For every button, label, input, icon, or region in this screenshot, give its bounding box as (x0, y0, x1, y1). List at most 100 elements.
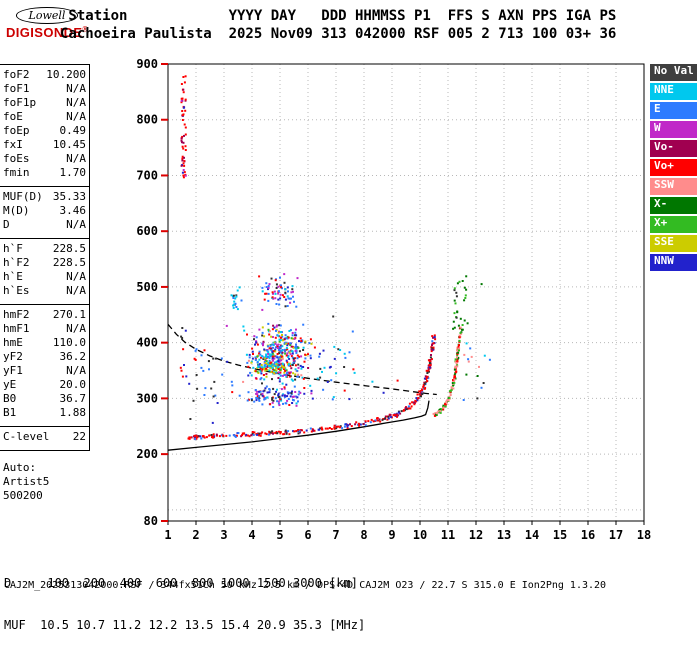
echo-label-legend: No Val NNE E W Vo- Vo+ SSW X- X+ SSE NNW (650, 64, 697, 273)
legend-item-nne: NNE (650, 83, 697, 100)
x-axis: 1 2 3 4 5 6 7 8 9 10 11 12 13 14 15 16 17 18 (164, 521, 651, 542)
param-row: h`F2 228.5 (0, 256, 89, 270)
parameter-panel: foF2 10.200 foF1 N/A foF1p N/A foE N/A foEp 0.49 f… (0, 64, 90, 503)
param-label: yF1 (3, 364, 23, 377)
param-value: N/A (66, 364, 86, 377)
param-value: 0.49 (59, 124, 87, 137)
param-row: M(D) 3.46 (0, 204, 89, 218)
legend-item-x-: X- (650, 197, 697, 214)
grid (168, 64, 644, 521)
param-value: 3.46 (59, 204, 87, 217)
param-row: h`Es N/A (0, 284, 89, 298)
param-label: B1 (3, 406, 17, 419)
file-status-line: CAJ2M_2025313042000.RSF / 344fx51Ch 50 k… (4, 580, 607, 591)
lowell-digisonde-logo: Lowell DIGISONDE® (4, 4, 90, 40)
param-value: N/A (66, 152, 86, 165)
x-tick-label: 9 (388, 528, 395, 542)
param-label: yF2 (3, 350, 23, 363)
legend-item-x+: X+ (650, 216, 697, 233)
param-label: MUF(D) (3, 190, 43, 203)
param-value: 20.0 (59, 378, 87, 391)
param-label: M(D) (3, 204, 30, 217)
param-label: foEp (3, 124, 30, 137)
param-label: hmF1 (3, 322, 30, 335)
param-label: D (3, 218, 10, 231)
x-tick-label: 11 (441, 528, 455, 542)
annotation-line: 500200 (3, 489, 43, 502)
parameter-group: foF2 10.200 foF1 N/A foF1p N/A foE N/A foEp 0.49 f… (0, 65, 89, 187)
param-value: 110.0 (52, 336, 86, 349)
x-tick-label: 15 (553, 528, 567, 542)
legend-item-w: W (650, 121, 697, 138)
param-label: h`F (3, 242, 23, 255)
legend-item-vo-: Vo- (650, 140, 697, 157)
annotation-line: Auto: (3, 461, 37, 474)
header-station-values: Cachoeira Paulista 2025 Nov09 313 042000… (60, 26, 617, 42)
param-row: hmE 110.0 (0, 336, 89, 350)
param-value: N/A (66, 284, 86, 297)
param-value: 10.200 (46, 68, 86, 81)
param-value: 36.2 (59, 350, 87, 363)
y-tick-label: 800 (136, 113, 158, 127)
x-tick-label: 3 (220, 528, 227, 542)
parameter-group: h`F 228.5 h`F2 228.5 h`E N/A h`Es N/A (0, 239, 89, 305)
param-label: B0 (3, 392, 17, 405)
param-value: 22 (72, 430, 86, 443)
lowell-logo-text: Lowell (28, 9, 66, 22)
legend-item-nnw: NNW (650, 254, 697, 271)
param-label: foE (3, 110, 23, 123)
param-label: hmE (3, 336, 23, 349)
param-label: fxI (3, 138, 23, 151)
param-row: yF2 36.2 (0, 350, 89, 364)
param-value: 228.5 (52, 242, 86, 255)
param-row: B0 36.7 (0, 392, 89, 406)
param-label: foF2 (3, 68, 30, 81)
legend-item-no-val: No Val (650, 64, 697, 81)
param-row: foEp 0.49 (0, 124, 89, 138)
echo-points (179, 75, 491, 441)
x-tick-label: 10 (413, 528, 427, 542)
parameter-group: hmF2 270.1 hmF1 N/A hmE 110.0 yF2 36.2 yF1 N/A yE 2… (0, 305, 89, 427)
x-tick-label: 8 (360, 528, 367, 542)
parameter-group: MUF(D) 35.33 M(D) 3.46 D N/A (0, 187, 89, 239)
param-value: N/A (66, 82, 86, 95)
param-label: foF1p (3, 96, 37, 109)
plot-frame (167, 63, 645, 522)
param-label: h`Es (3, 284, 30, 297)
param-label: hmF2 (3, 308, 30, 321)
legend-item-vo+: Vo+ (650, 159, 697, 176)
param-row: B1 1.88 (0, 406, 89, 420)
x-tick-label: 5 (276, 528, 283, 542)
param-value: 228.5 (52, 256, 86, 269)
param-value: N/A (66, 322, 86, 335)
x-tick-label: 2 (192, 528, 199, 542)
param-value: 35.33 (52, 190, 86, 203)
legend-item-sse: SSE (650, 235, 697, 252)
param-row: hmF2 270.1 (0, 308, 89, 322)
x-tick-label: 1 (164, 528, 171, 542)
param-row: yE 20.0 (0, 378, 89, 392)
param-row: h`F 228.5 (0, 242, 89, 256)
annotation-line: Artist5 (3, 475, 50, 488)
y-tick-label: 80 (144, 514, 158, 528)
legend-item-ssw: SSW (650, 178, 697, 195)
autoscaling-info: Auto: Artist5 500200 (0, 461, 90, 503)
x-tick-label: 17 (609, 528, 623, 542)
param-value: 270.1 (52, 308, 86, 321)
param-label: foEs (3, 152, 30, 165)
param-row: h`E N/A (0, 270, 89, 284)
param-row: D N/A (0, 218, 89, 232)
param-row: foEs N/A (0, 152, 89, 166)
param-row: yF1 N/A (0, 364, 89, 378)
header-column-titles: Station YYYY DAY DDD HHMMSS P1 FFS S AXN… (60, 8, 617, 24)
legend-item-e: E (650, 102, 697, 119)
x-tick-label: 18 (637, 528, 651, 542)
y-tick-label: 700 (136, 168, 158, 182)
y-tick-label: 300 (136, 391, 158, 405)
param-label: h`F2 (3, 256, 30, 269)
muf-row: MUF 10.5 10.7 11.2 12.2 13.5 15.4 20.9 3… (4, 618, 366, 632)
x-tick-label: 16 (581, 528, 595, 542)
y-tick-label: 500 (136, 280, 158, 294)
parameter-groups: foF2 10.200 foF1 N/A foF1p N/A foE N/A foEp 0.49 f… (0, 64, 90, 451)
param-row: C-level 22 (0, 430, 89, 444)
